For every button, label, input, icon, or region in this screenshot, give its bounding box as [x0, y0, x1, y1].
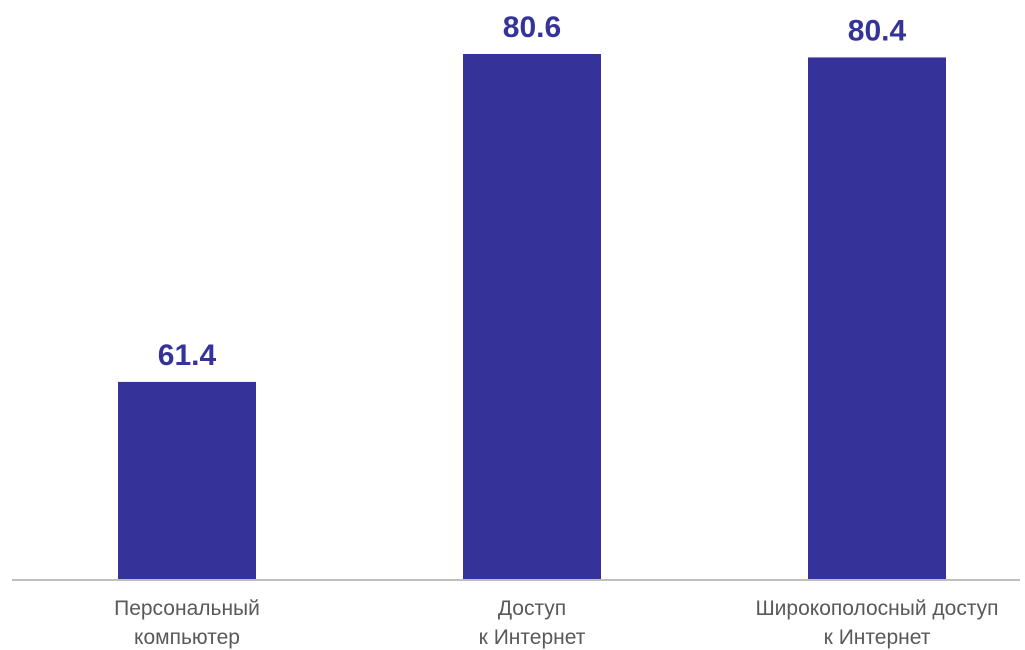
bar-3 — [808, 57, 946, 580]
category-label-1-line-1: Персональный — [114, 597, 260, 620]
category-labels-group: Персональный компьютер Доступ к Интернет Шир… — [114, 597, 998, 649]
category-label-2-line-1: Доступ — [498, 597, 566, 620]
bars-group — [118, 54, 946, 580]
value-label-1: 61.4 — [158, 339, 217, 372]
category-label-2-line-2: к Интернет — [479, 626, 586, 649]
category-label-3-line-1: Широкополосный доступ — [755, 597, 998, 620]
value-labels-group: 61.4 80.6 80.4 — [158, 11, 907, 372]
value-label-2: 80.6 — [503, 11, 561, 44]
bar-2 — [463, 54, 601, 580]
value-label-3: 80.4 — [848, 14, 907, 47]
category-label-1-line-2: компьютер — [134, 626, 240, 649]
bar-1 — [118, 381, 256, 580]
category-label-3-line-2: к Интернет — [824, 626, 931, 649]
